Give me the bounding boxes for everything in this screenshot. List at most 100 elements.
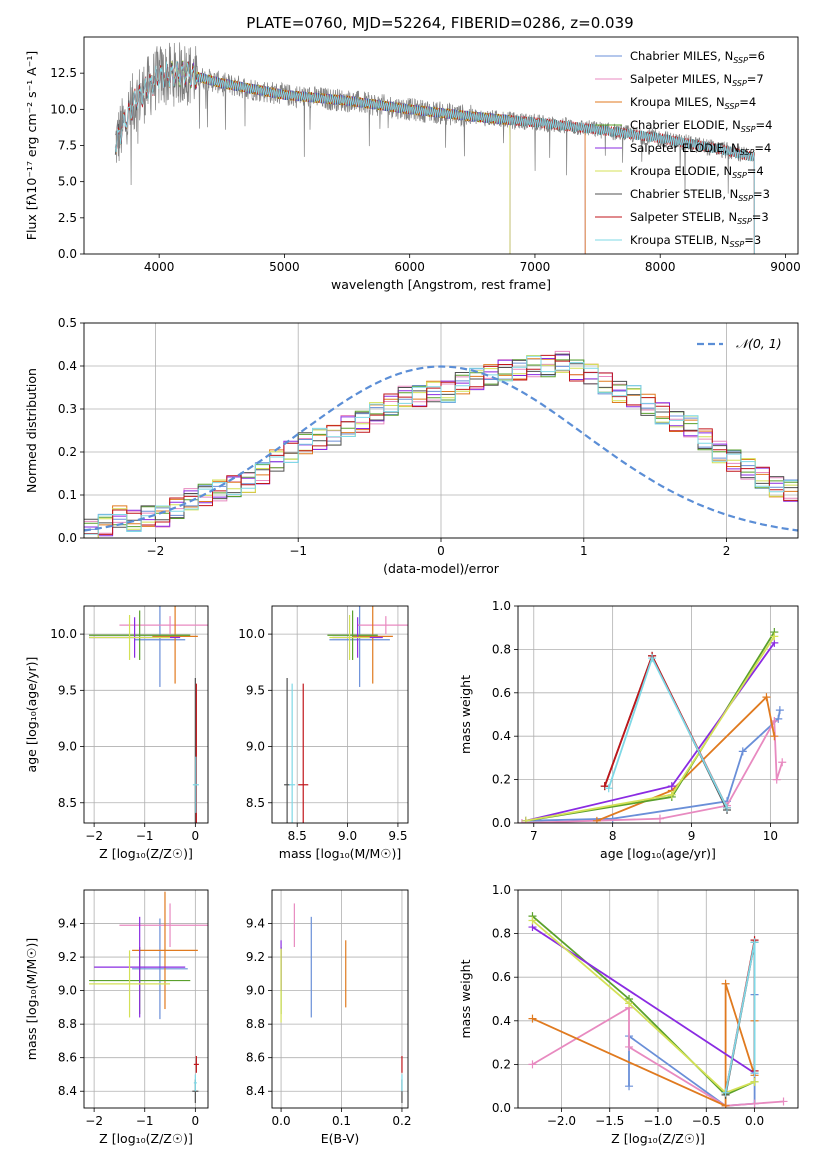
weight-marker [721, 1088, 730, 1097]
legend-label: Kroupa STELIB, NSSP=3 [630, 233, 761, 249]
y-axis-label: mass weight [458, 675, 473, 754]
weight-marker [750, 1077, 759, 1086]
x-axis-label: Z [log₁₀(Z/Z☉)] [99, 846, 193, 861]
x-tick-label: 9000 [770, 260, 801, 274]
legend-label: Chabrier ELODIE, NSSP=4 [630, 118, 772, 134]
x-axis-label: age [log₁₀(age/yr)] [600, 846, 716, 861]
x-tick-label: 0 [437, 544, 445, 558]
legend-label: Salpeter STELIB, NSSP=3 [630, 210, 769, 226]
x-tick-label: −1 [289, 544, 307, 558]
weight-marker [625, 1042, 634, 1051]
weight-plot-area [528, 912, 788, 1108]
axes-frame [83, 605, 209, 824]
x-tick-label: 0 [192, 829, 200, 843]
age-vs-mass-panel: 8.5 9.0 9.5 8.5 9.0 9.5 10.0 mass [log₁₀(M/M☉)] [238, 605, 409, 861]
spectrum-legend: Chabrier MILES, NSSP=6 Salpeter MILES, NS… [595, 49, 772, 249]
x-tick-label: 1 [580, 544, 588, 558]
weight-marker [750, 1069, 759, 1078]
y-tick-label: 0.6 [492, 686, 511, 700]
x-axis-label: Z [log₁₀(Z/Z☉)] [611, 1131, 705, 1146]
weight-marker [608, 814, 617, 823]
residuals-panel: −2 −1 0 1 2 0.0 0.1 0.2 0.3 0.4 0.5 (data-model)/er… [24, 316, 799, 576]
legend-label: Chabrier MILES, NSSP=6 [630, 49, 765, 65]
x-axis-label: (data-model)/error [383, 561, 500, 576]
legend-label: Kroupa ELODIE, NSSP=4 [630, 164, 764, 180]
y-tick-label: 10.0 [50, 627, 77, 641]
y-tick-label: 8.8 [58, 1017, 77, 1031]
errorbar-plot-area [89, 606, 208, 823]
x-tick-label: 8 [609, 829, 617, 843]
y-tick-label: 9.5 [58, 683, 77, 697]
y-tick-label: 10.0 [50, 102, 77, 116]
weight-marker [721, 1101, 730, 1108]
y-tick-label: 8.4 [58, 1084, 77, 1098]
legend-label: Salpeter ELODIE, NSSP=4 [630, 141, 771, 157]
y-tick-label: 0.3 [58, 402, 77, 416]
y-tick-label: 0.5 [58, 316, 77, 330]
y-tick-label: 0.0 [492, 816, 511, 830]
legend-label: Kroupa MILES, NSSP=4 [630, 95, 756, 111]
x-tick-label: −2 [85, 1114, 103, 1128]
x-tick-label: −2 [147, 544, 165, 558]
weight-marker [625, 999, 634, 1008]
x-tick-label: 2 [723, 544, 731, 558]
weight-line [596, 695, 776, 822]
y-tick-label: 1.0 [492, 599, 511, 613]
y-tick-label: 0.4 [492, 729, 511, 743]
axes-frame [83, 322, 799, 539]
weight-marker [528, 1014, 537, 1023]
y-tick-label: 8.4 [246, 1084, 265, 1098]
x-tick-label: 7000 [520, 260, 551, 274]
weight-line [532, 1006, 784, 1107]
y-tick-label: 2.5 [58, 211, 77, 225]
y-tick-label: 9.4 [246, 917, 265, 931]
weight-marker [604, 784, 613, 793]
axes-frame [271, 605, 409, 824]
axes-frame [517, 605, 799, 824]
y-tick-label: 0.0 [58, 247, 77, 261]
weight-marker [750, 1099, 759, 1108]
x-tick-label: 8000 [645, 260, 676, 274]
x-tick-label: 0.1 [332, 1114, 351, 1128]
weight-marker [528, 916, 537, 925]
x-tick-label: 0.2 [392, 1114, 411, 1128]
y-tick-label: 9.2 [58, 950, 77, 964]
x-tick-label: 5000 [269, 260, 300, 274]
y-tick-label: 8.8 [246, 1017, 265, 1031]
y-tick-label: 0.2 [58, 445, 77, 459]
spectrum-plot-area [114, 42, 755, 254]
spectrum-panel: 4000 5000 6000 7000 8000 9000 0.0 2.5 5.0 7.5 10.0… [24, 36, 801, 292]
weight-marker [600, 782, 609, 791]
x-tick-label: 9.5 [388, 829, 407, 843]
age-vs-Z-panel: −2 −1 0 8.5 9.0 9.5 10.0 Z [log₁₀(Z/Z☉)] age [lo… [24, 605, 209, 861]
x-tick-label: 8.5 [288, 829, 307, 843]
y-tick-label: 0.2 [492, 773, 511, 787]
y-tick-label: 12.5 [50, 66, 77, 80]
weight-marker [778, 758, 787, 767]
legend-label: Chabrier STELIB, NSSP=3 [630, 187, 770, 203]
y-tick-label: 1.0 [492, 883, 511, 897]
weight-plot-area [518, 628, 787, 823]
y-tick-label: 0.4 [58, 359, 77, 373]
y-tick-label: 9.5 [246, 683, 265, 697]
x-tick-label: 9.0 [338, 829, 357, 843]
weight-vs-Z-panel: −2.0 −1.5 −1.0 −0.5 0.0 0.0 0.2 0.4 0.6 0.8 1.0 Z [… [458, 883, 799, 1146]
weight-marker [625, 1082, 634, 1091]
x-tick-label: −1.0 [643, 1114, 672, 1128]
y-tick-label: 5.0 [58, 175, 77, 189]
x-axis-label: E(B-V) [321, 1131, 360, 1146]
x-tick-label: −0.5 [692, 1114, 721, 1128]
weight-line [525, 710, 781, 822]
errorbar-plot-area [280, 903, 403, 1103]
x-tick-label: −1 [136, 829, 154, 843]
residuals-plot-area [84, 350, 798, 538]
weight-marker [667, 790, 676, 799]
weight-marker [762, 693, 771, 702]
weight-marker [772, 775, 781, 784]
weight-marker [648, 654, 657, 663]
x-tick-label: 0 [192, 1114, 200, 1128]
axes-frame [271, 889, 409, 1109]
y-tick-label: 8.5 [246, 796, 265, 810]
weight-line [525, 642, 776, 822]
x-axis-label: mass [log₁₀(M/M☉)] [279, 846, 401, 861]
